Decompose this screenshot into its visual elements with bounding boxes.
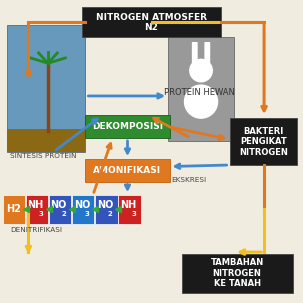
Text: AMONIFIKASI: AMONIFIKASI — [93, 166, 161, 175]
FancyBboxPatch shape — [230, 118, 297, 165]
Text: SINTESIS PROTEIN: SINTESIS PROTEIN — [10, 153, 77, 159]
Circle shape — [185, 85, 218, 118]
Text: 3: 3 — [131, 211, 136, 217]
FancyBboxPatch shape — [26, 195, 48, 224]
FancyBboxPatch shape — [205, 42, 210, 64]
FancyBboxPatch shape — [7, 129, 85, 152]
Text: NO: NO — [51, 200, 67, 210]
FancyBboxPatch shape — [82, 7, 221, 37]
Text: TAMBAHAN
NITROGEN
KE TANAH: TAMBAHAN NITROGEN KE TANAH — [211, 258, 264, 288]
Text: PROTEIN HEWAN: PROTEIN HEWAN — [164, 88, 235, 98]
Text: NO: NO — [97, 200, 113, 210]
FancyBboxPatch shape — [95, 195, 118, 224]
FancyBboxPatch shape — [3, 195, 25, 224]
FancyBboxPatch shape — [72, 195, 95, 224]
Text: NH: NH — [28, 200, 44, 210]
Text: DEKOMPOSISI: DEKOMPOSISI — [92, 122, 163, 131]
Text: 3: 3 — [85, 211, 90, 217]
Text: NO: NO — [74, 200, 90, 210]
Text: 2: 2 — [108, 211, 113, 217]
FancyBboxPatch shape — [118, 195, 141, 224]
Text: H2: H2 — [7, 204, 22, 214]
FancyBboxPatch shape — [181, 254, 293, 293]
Text: NITROGEN ATMOSFER
N2: NITROGEN ATMOSFER N2 — [96, 13, 207, 32]
FancyBboxPatch shape — [85, 115, 169, 138]
Text: 2: 2 — [62, 211, 67, 217]
Text: NH: NH — [120, 200, 136, 210]
FancyBboxPatch shape — [85, 159, 169, 181]
FancyBboxPatch shape — [192, 42, 198, 64]
Text: EKSKRESI: EKSKRESI — [171, 177, 206, 183]
FancyBboxPatch shape — [49, 195, 71, 224]
Circle shape — [190, 59, 212, 82]
Text: DENITRIFIKASI: DENITRIFIKASI — [10, 227, 62, 233]
Text: BAKTERI
PENGIKAT
NITROGEN: BAKTERI PENGIKAT NITROGEN — [239, 127, 288, 157]
Text: 3: 3 — [38, 211, 43, 217]
FancyBboxPatch shape — [7, 25, 85, 152]
FancyBboxPatch shape — [168, 37, 234, 141]
